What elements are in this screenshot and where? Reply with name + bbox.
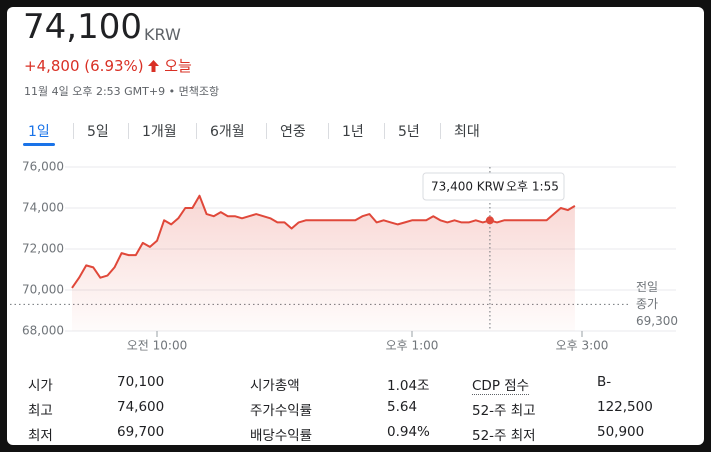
- x-tick-label: 오전 10:00: [127, 339, 187, 353]
- range-tab[interactable]: 1년: [342, 124, 364, 140]
- y-tick-label: 68,000: [22, 324, 64, 338]
- price: 74,100: [23, 7, 142, 47]
- y-tick-label: 74,000: [22, 201, 64, 215]
- stat-cell: 70,100: [117, 374, 165, 390]
- range-tab[interactable]: 5일: [87, 124, 109, 140]
- stat-cell: 시가총액: [250, 378, 300, 394]
- stat-cell: 52-주 최저: [472, 428, 536, 444]
- stat-cell: 0.94%: [387, 424, 430, 440]
- range-tab[interactable]: 연중: [280, 124, 306, 140]
- stat-cell: 1.04조: [387, 378, 430, 394]
- price-area: [72, 195, 575, 331]
- previous-close-value: 69,300: [636, 314, 678, 328]
- tooltip-time: 오후 1:55: [506, 180, 559, 194]
- previous-close-label: 전일: [636, 280, 658, 294]
- period: 오늘: [164, 57, 192, 75]
- x-tick-label: 오후 1:00: [386, 339, 439, 353]
- range-tab[interactable]: 1개월: [142, 124, 177, 140]
- y-tick-label: 70,000: [22, 283, 64, 297]
- chart: 68,000 70,000 72,000 74,000 76,000 오전 10:00 오후…: [10, 160, 678, 353]
- tab-separator: [440, 123, 441, 139]
- stat-cell: B-: [597, 374, 612, 390]
- hover-dot: [485, 216, 494, 225]
- tab-separator: [196, 123, 197, 139]
- tooltip-box: [422, 172, 565, 201]
- change: +4,800 (6.93%) 오늘: [24, 55, 192, 76]
- stat-cell: 5.64: [387, 399, 418, 415]
- stat-cell: 69,700: [117, 424, 165, 440]
- tab-separator: [328, 123, 329, 139]
- tab-separator: [128, 123, 129, 139]
- range-tab[interactable]: 1일: [28, 124, 50, 140]
- disclaimer-link[interactable]: 면책조항: [178, 85, 220, 98]
- range-tab[interactable]: 6개월: [210, 124, 245, 140]
- y-tick-label: 76,000: [22, 160, 64, 174]
- stat-cell: 배당수익률: [250, 428, 313, 444]
- stat-cell: 74,600: [117, 399, 165, 415]
- range-tab[interactable]: 5년: [398, 124, 420, 140]
- stat-cell: 50,900: [597, 424, 645, 440]
- x-tick-label: 오후 3:00: [556, 339, 609, 353]
- currency: KRW: [144, 25, 181, 44]
- stat-cell: 최고: [28, 403, 53, 419]
- finance-card: 74,100 KRW +4,800 (6.93%) 오늘 11월 4일 오후 2…: [7, 7, 704, 445]
- change-value: +4,800 (6.93%): [24, 57, 144, 75]
- separator: •: [168, 85, 176, 98]
- tab-underline: [23, 143, 55, 146]
- stat-cell: 최저: [28, 428, 53, 444]
- tab-separator: [266, 123, 267, 139]
- previous-close-label: 종가: [636, 297, 658, 311]
- stat-cell: 시가: [28, 378, 53, 394]
- y-tick-label: 72,000: [22, 242, 64, 256]
- tooltip-price: 73,400 KRW: [431, 180, 505, 194]
- tab-separator: [73, 123, 74, 139]
- stat-cell: CDP 점수: [472, 374, 530, 395]
- stat-cell: 52-주 최고: [472, 403, 536, 419]
- up-arrow: [148, 60, 160, 72]
- tab-separator: [384, 123, 385, 139]
- stat-cell: 122,500: [597, 399, 653, 415]
- timestamp: 11월 4일 오후 2:53 GMT+9 • 면책조항: [24, 83, 219, 99]
- range-tab[interactable]: 최대: [454, 124, 480, 140]
- time: 11월 4일 오후 2:53 GMT+9: [24, 85, 166, 98]
- stat-cell: 주가수익률: [250, 403, 313, 419]
